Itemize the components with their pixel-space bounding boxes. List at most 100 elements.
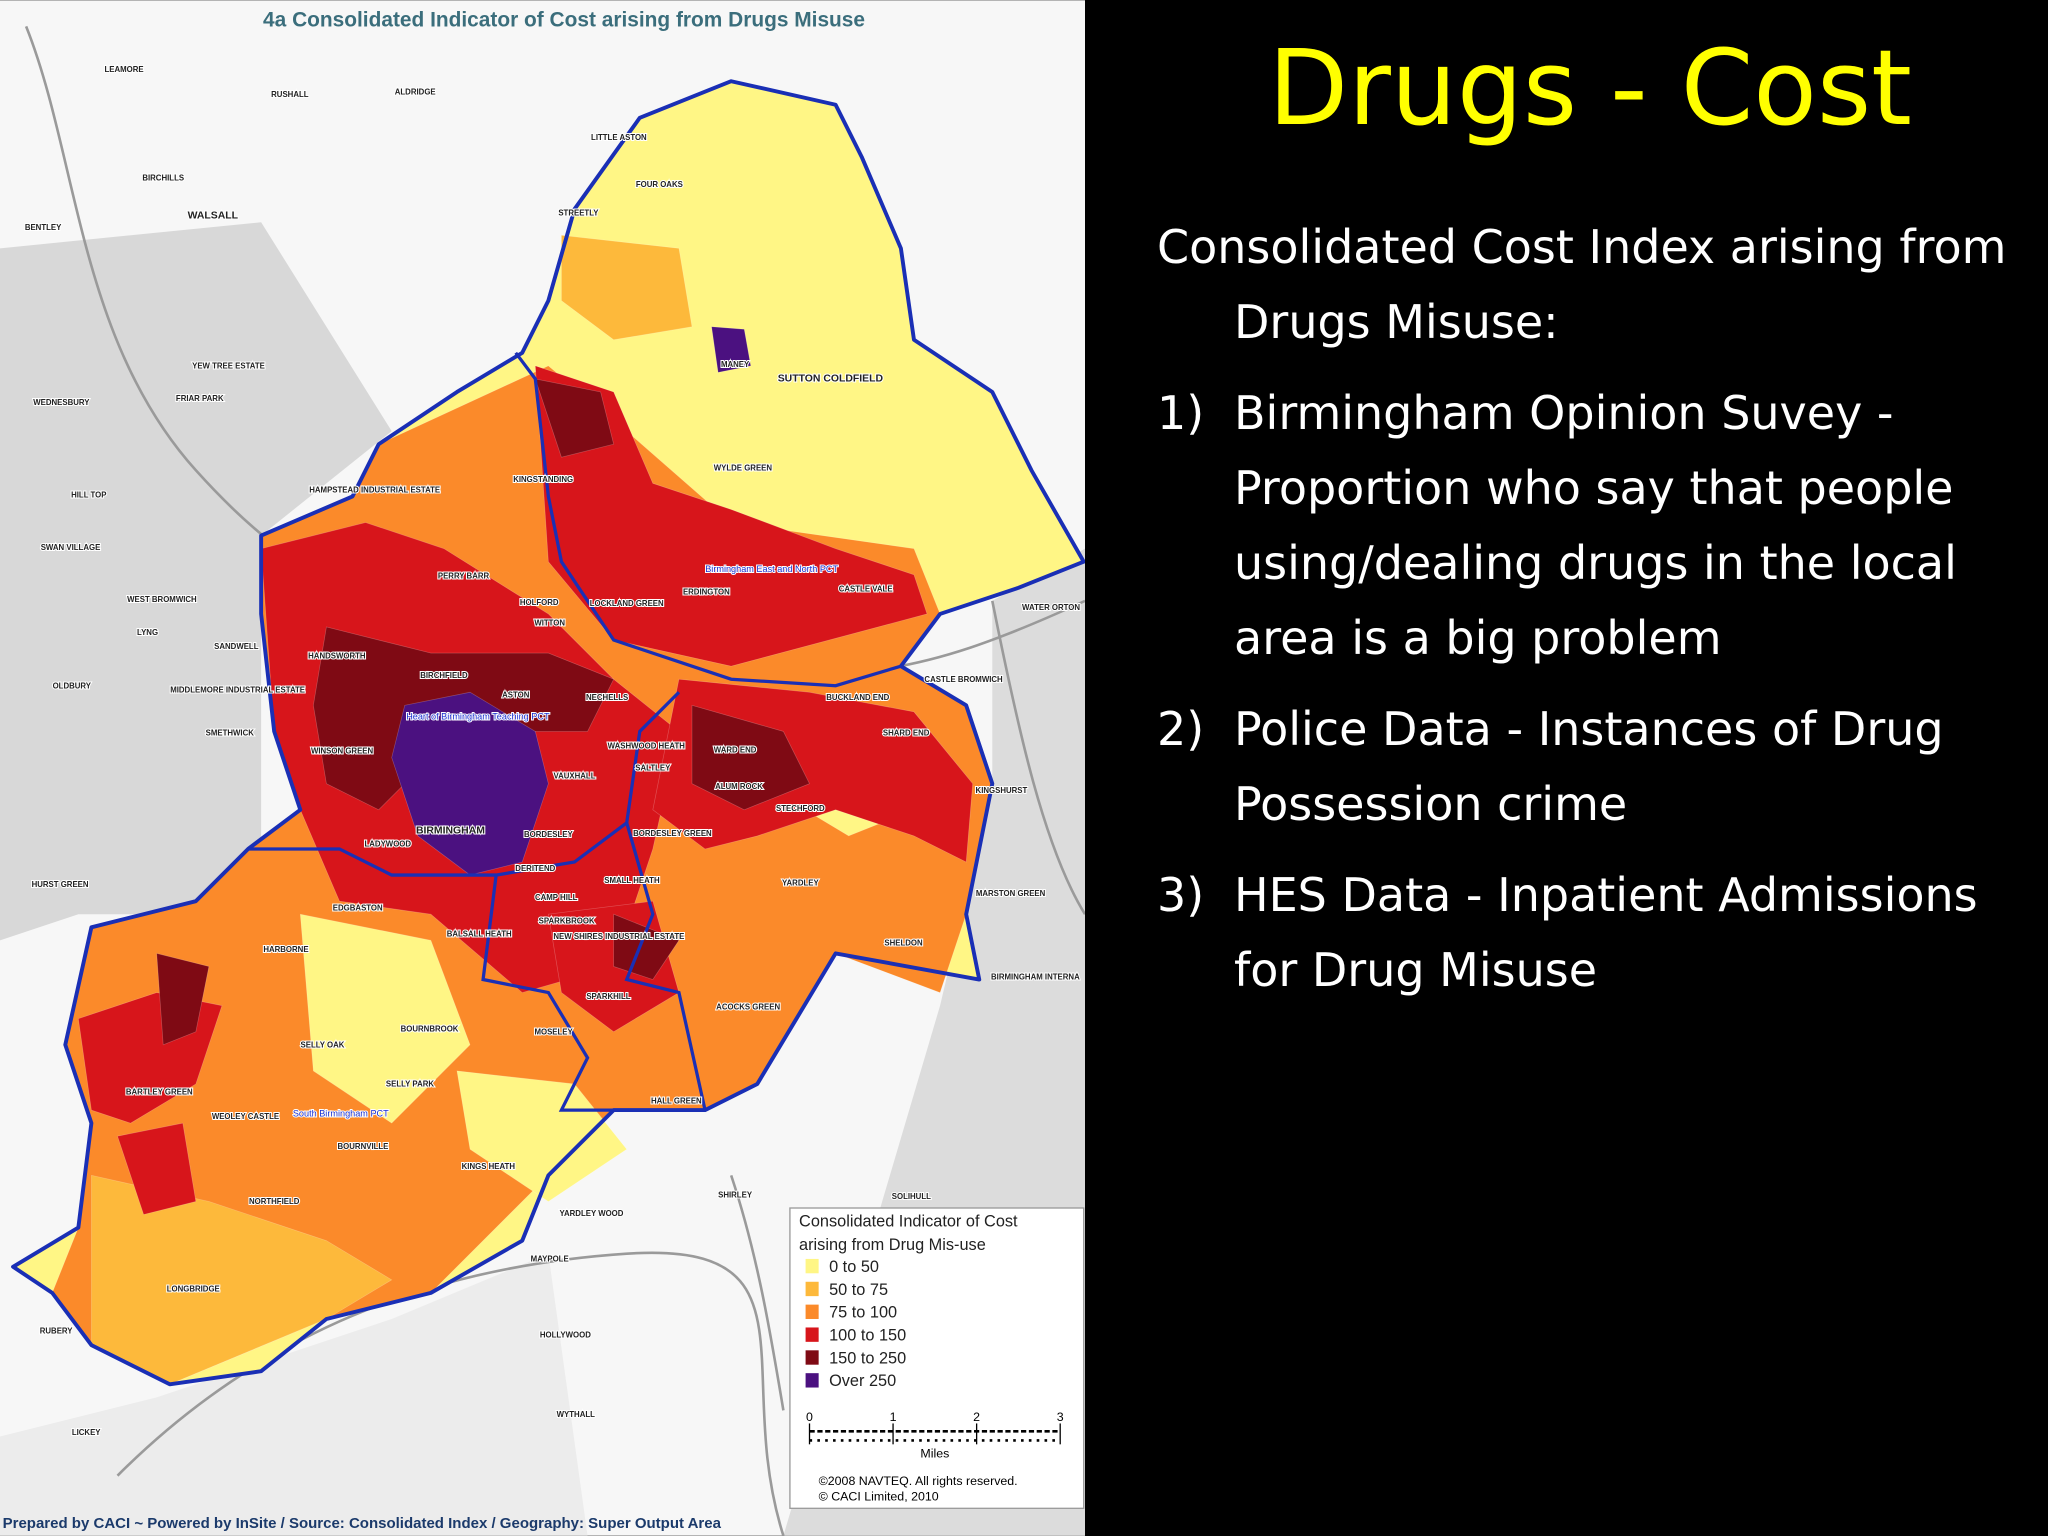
place-label: LEAMORE — [104, 65, 143, 74]
legend-label: 50 to 75 — [829, 1281, 888, 1299]
list-number: 2) — [1157, 702, 1205, 756]
place-label: RUSHALL — [271, 90, 309, 99]
place-label: HARBORNE — [263, 945, 308, 954]
legend-label: 150 to 250 — [829, 1349, 906, 1367]
scale-tick-label: 1 — [890, 1410, 897, 1424]
pct-boundary — [481, 874, 614, 1112]
place-label: MAYPOLE — [531, 1255, 569, 1264]
place-label: WYTHALL — [557, 1410, 595, 1419]
legend-swatch — [805, 1281, 819, 1297]
place-label: HALL GREEN — [651, 1097, 702, 1106]
place-label: HAMPSTEAD INDUSTRIAL ESTATE — [309, 486, 440, 495]
place-label: SHELDON — [884, 939, 923, 948]
place-label: YARDLEY WOOD — [559, 1209, 623, 1218]
scale-tick-label: 0 — [806, 1410, 813, 1424]
choropleth — [13, 81, 1084, 1385]
legend: Consolidated Indicator of Cost arising fr… — [789, 1207, 1085, 1509]
legend-swatch — [805, 1258, 819, 1274]
place-label: SOLIHULL — [892, 1192, 931, 1201]
place-label: FOUR OAKS — [636, 180, 683, 189]
place-label: SALTLEY — [635, 764, 671, 773]
legend-swatch — [805, 1304, 819, 1319]
list-item: 2) Police Data - Instances of Drug Posses… — [1157, 692, 2007, 842]
list-item: 1) Birmingham Opinion Suvey - Proportion … — [1157, 376, 2007, 676]
place-label: WITTON — [534, 619, 565, 628]
place-label: KINGS HEATH — [462, 1162, 516, 1171]
place-label: YARDLEY — [782, 879, 819, 888]
place-label: ALDRIDGE — [395, 87, 436, 96]
place-label: LICKEY — [72, 1428, 101, 1437]
place-label: SHARD END — [883, 728, 930, 737]
place-labels: LEAMORE RUSHALL ALDRIDGE LITTLE ASTON BIRCHI… — [24, 64, 1082, 1438]
legend-label: 75 to 100 — [829, 1304, 897, 1322]
place-label: YEW TREE ESTATE — [192, 361, 265, 370]
place-label: BOURNBROOK — [401, 1025, 459, 1034]
legend-label: Over 250 — [829, 1372, 896, 1390]
place-label: BALSALL HEATH — [447, 929, 512, 938]
place-label: VAUXHALL — [553, 771, 595, 780]
place-label: LOCKLAND GREEN — [590, 599, 664, 608]
place-label: BIRMINGHAM — [416, 825, 485, 836]
place-label: KINGSHURST — [976, 786, 1028, 795]
list-number: 1) — [1157, 386, 1205, 440]
list-text: Birmingham Opinion Suvey - Proportion wh… — [1234, 386, 1957, 665]
place-label: BOURNVILLE — [338, 1142, 389, 1151]
place-label: SPARKHILL — [586, 992, 630, 1001]
place-label: PERRY BARR — [438, 572, 490, 581]
area-patch — [156, 952, 210, 1046]
scale-tick-label: 3 — [1057, 1410, 1064, 1424]
place-label: SPARKBROOK — [539, 916, 595, 925]
legend-box — [789, 1207, 1085, 1509]
place-label: STREETLY — [558, 209, 599, 218]
place-label: OLDBURY — [53, 681, 92, 690]
map-title: 4a Consolidated Indicator of Cost arisin… — [263, 8, 865, 31]
place-label: MOSELEY — [534, 1027, 573, 1036]
scale-unit: Miles — [920, 1446, 949, 1460]
place-label: MARSTON GREEN — [976, 889, 1046, 898]
area-patch — [456, 1070, 628, 1202]
place-label: WEOLEY CASTLE — [212, 1112, 279, 1121]
place-label: BENTLEY — [25, 223, 62, 232]
motorway — [991, 600, 1085, 915]
area-patch — [711, 326, 752, 373]
place-label: WARD END — [714, 745, 757, 754]
place-label: WATER ORTON — [1022, 603, 1080, 612]
place-label: BIRCHFIELD — [420, 671, 468, 680]
scale-tick-label: 2 — [973, 1410, 980, 1424]
copyright: ©2008 NAVTEQ. All rights reserved. — [819, 1474, 1018, 1488]
place-label: BIRCHILLS — [142, 173, 184, 182]
area-patch — [691, 704, 810, 811]
place-label: BARTLEY GREEN — [126, 1087, 193, 1096]
place-label: BORDESLEY GREEN — [633, 829, 712, 838]
place-label: CAMP HILL — [535, 893, 578, 902]
place-label: CASTLE BROMWICH — [924, 675, 1003, 684]
list-number: 3) — [1157, 868, 1205, 922]
place-label: SMETHWICK — [206, 728, 255, 737]
place-label: HOLLYWOOD — [540, 1330, 591, 1339]
place-label: MANEY — [721, 360, 750, 369]
place-label: ALUM ROCK — [715, 782, 763, 791]
legend-title: arising from Drug Mis-use — [799, 1236, 986, 1254]
legend-swatch — [805, 1327, 819, 1342]
place-label: NORTHFIELD — [249, 1197, 300, 1206]
pct-boundary — [624, 822, 707, 1111]
place-label: MIDDLEMORE INDUSTRIAL ESTATE — [170, 685, 305, 694]
area-patch — [534, 378, 615, 458]
motorway — [729, 1174, 785, 1411]
place-label: SMALL HEATH — [604, 876, 660, 885]
place-label: WEST BROMWICH — [127, 595, 197, 604]
area-patch — [299, 913, 471, 1124]
area-patch — [117, 1122, 197, 1215]
place-label: SWAN VILLAGE — [41, 543, 101, 552]
place-label: HANDSWORTH — [308, 651, 366, 660]
pct-label: Birmingham East and North PCT — [705, 564, 838, 574]
place-label: CASTLE VALE — [839, 585, 893, 594]
place-label: SANDWELL — [214, 642, 259, 651]
place-label: STECHFORD — [776, 804, 825, 813]
place-label: HOLFORD — [520, 598, 559, 607]
place-label: LADYWOOD — [365, 839, 412, 848]
place-label: WALSALL — [188, 210, 239, 221]
place-label: BIRMINGHAM INTERNA — [991, 973, 1080, 982]
place-label: SELLY OAK — [301, 1040, 345, 1049]
city-boundary — [11, 79, 1085, 1387]
